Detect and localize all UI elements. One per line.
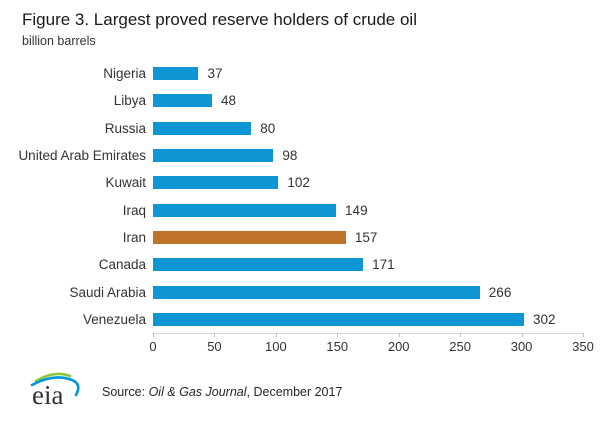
value-label-iran: 157 — [354, 229, 378, 245]
x-axis-line — [153, 333, 583, 334]
footer: eia Source: Oil & Gas Journal, December … — [24, 370, 342, 412]
bar-saudi-arabia — [153, 285, 480, 299]
x-tick-mark-150 — [337, 333, 339, 337]
bar-row-iraq: Iraq 149 — [123, 196, 583, 223]
value-label-canada: 171 — [372, 257, 395, 273]
x-tick-mark-250 — [460, 333, 462, 337]
x-tick-mark-350 — [583, 333, 584, 337]
x-tick-label-0: 0 — [149, 339, 157, 354]
bar-row-libya: Libya 48 — [114, 87, 583, 114]
value-label-nigeria: 37 — [207, 66, 223, 82]
category-label-russia: Russia — [104, 120, 146, 136]
bar-iraq — [153, 203, 337, 217]
value-label-venezuela: 302 — [533, 311, 556, 327]
bar-row-venezuela: Venezuela 302 — [83, 306, 583, 333]
eia-logo-blue-swoosh — [30, 376, 80, 397]
x-tick-mark-100 — [275, 333, 277, 337]
category-label-saudi-arabia: Saudi Arabia — [69, 284, 146, 300]
eia-logo: eia — [30, 372, 80, 410]
x-tick-label-200: 200 — [387, 339, 410, 354]
value-label-saudi-arabia: 266 — [488, 284, 512, 300]
bar-kuwait — [153, 176, 279, 190]
eia-logo-green-swoosh — [34, 372, 72, 383]
bar-russia — [153, 121, 252, 135]
x-tick-label-50: 50 — [207, 339, 222, 354]
value-label-russia: 80 — [260, 120, 276, 136]
bar-iran — [153, 230, 346, 244]
category-label-venezuela: Venezuela — [82, 311, 146, 327]
x-tick-mark-0 — [153, 333, 154, 337]
bar-row-saudi-arabia: Saudi Arabia 266 — [69, 278, 583, 305]
value-label-libya: 48 — [220, 93, 236, 109]
x-tick-label-100: 100 — [264, 339, 287, 354]
bar-libya — [153, 94, 212, 108]
bar-row-iran: Iran 157 — [123, 224, 583, 251]
chart-title: Figure 3. Largest proved reserve holders… — [22, 10, 417, 29]
bar-venezuela — [153, 312, 525, 326]
category-label-libya: Libya — [113, 93, 146, 109]
value-label-united-arab-emirates: 98 — [282, 148, 298, 164]
bar-row-kuwait: Kuwait 102 — [105, 169, 583, 196]
category-label-united-arab-emirates: United Arab Emirates — [18, 148, 146, 164]
bar-canada — [153, 258, 364, 272]
chart-units-label: billion barrels — [22, 34, 96, 48]
category-label-nigeria: Nigeria — [103, 66, 146, 82]
bar-row-russia: Russia 80 — [105, 115, 583, 142]
bar-row-canada: Canada 171 — [99, 251, 583, 278]
x-tick-label-250: 250 — [449, 339, 471, 354]
bar-row-united-arab-emirates: United Arab Emirates 98 — [18, 142, 583, 169]
plot-area: Nigeria 37 Libya 48 Russia 80 United Arab Emir… — [18, 60, 593, 354]
source-prefix: Source: — [102, 385, 149, 399]
x-tick-mark-300 — [521, 333, 523, 337]
source-note: Source: Oil & Gas Journal, December 2017 — [102, 385, 342, 399]
bar-nigeria — [153, 67, 199, 81]
bar-rows: Nigeria 37 Libya 48 Russia 80 United Arab Emir… — [18, 60, 583, 333]
value-label-kuwait: 102 — [287, 175, 310, 191]
source-journal: Oil & Gas Journal — [148, 385, 247, 399]
category-label-iran: Iran — [122, 229, 146, 245]
x-tick-label-300: 300 — [510, 339, 533, 354]
bar-row-nigeria: Nigeria 37 — [103, 60, 583, 87]
value-label-iraq: 149 — [345, 202, 368, 218]
eia-logo-text: eia — [32, 380, 63, 410]
bar-united-arab-emirates — [153, 149, 274, 163]
category-label-iraq: Iraq — [122, 202, 146, 218]
category-label-kuwait: Kuwait — [105, 175, 146, 191]
x-tick-mark-50 — [214, 333, 216, 337]
category-label-canada: Canada — [98, 257, 146, 273]
source-suffix: , December 2017 — [246, 385, 343, 399]
x-tick-label-150: 150 — [326, 339, 349, 354]
x-tick-label-350: 350 — [572, 339, 594, 354]
x-tick-mark-200 — [398, 333, 400, 337]
